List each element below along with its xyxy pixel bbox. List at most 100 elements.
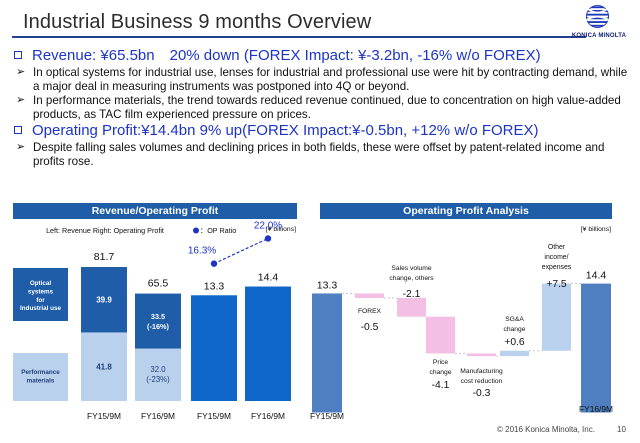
title-rule — [12, 36, 586, 38]
waterfall-step-value: -4.1 — [432, 380, 450, 391]
operating-profit-bar — [245, 286, 291, 401]
waterfall-end-bar — [581, 283, 611, 413]
waterfall-step-value: +0.6 — [504, 337, 525, 348]
op-ratio-label: 16.3% — [188, 246, 216, 257]
performance-materials-bar — [81, 332, 127, 401]
waterfall-step-label: Other income/expenses — [542, 244, 572, 271]
waterfall-step-bar — [500, 350, 529, 357]
optical-series-label: Optical systems for Industrial use — [20, 280, 61, 312]
right-chart-title: Operating Profit Analysis — [320, 203, 612, 219]
waterfall-end-category: FY16/9M — [579, 404, 613, 414]
revenue-headline: Revenue: ¥65.5bn 20% down (FOREX Impact:… — [13, 47, 630, 65]
optical-series-label-box — [13, 268, 68, 321]
operating-profit-headline: Operating Profit:¥14.4bn 9% up(FOREX Imp… — [13, 122, 630, 140]
performance-series-label-line: Performance — [21, 369, 60, 376]
waterfall-start-value: 13.3 — [317, 279, 338, 291]
square-bullet-icon — [14, 51, 22, 59]
globe-logo-icon — [585, 4, 610, 29]
waterfall-step-bar — [542, 283, 571, 351]
optical-systems-bar-label: 33.5 (-16%) — [147, 312, 169, 331]
optical-systems-bar — [81, 267, 127, 333]
footer-copyright: © 2016 Konica Minolta, Inc. — [497, 425, 595, 434]
revenue-total-label: 81.7 — [94, 251, 115, 263]
waterfall-step-bar — [426, 316, 455, 354]
left-chart-subtitle: Left: Revenue Right: Operating Profit — [46, 226, 164, 235]
performance-series-label-box — [13, 353, 68, 401]
op-ratio-legend-marker — [193, 227, 199, 234]
waterfall-step-label-line: expenses — [542, 264, 572, 271]
performance-materials-bar-label-line: 32.0 — [150, 365, 166, 374]
waterfall-step-bar — [467, 353, 496, 357]
waterfall-step-label-line: Other — [548, 244, 566, 251]
optical-series-label-line: Optical — [30, 280, 52, 287]
performance-materials-bar-label: 32.0 (-23%) — [146, 365, 170, 384]
page-number: 10 — [617, 425, 626, 434]
waterfall-step-value: -0.5 — [361, 322, 379, 333]
op-ratio-legend-label: ：OP Ratio — [200, 226, 236, 235]
waterfall-step-value: -2.1 — [403, 289, 421, 300]
operating-profit-category-label: FY16/9M — [251, 411, 285, 421]
waterfall-end-value: 14.4 — [586, 270, 607, 282]
optical-series-label-line: Industrial use — [20, 305, 61, 312]
operating-profit-bullet-1: ➢ Despite falling sales volumes and decl… — [13, 141, 630, 168]
revenue-category-label: FY16/9M — [141, 411, 175, 421]
summary: Revenue: ¥65.5bn 20% down (FOREX Impact:… — [13, 47, 630, 169]
revenue-bullet-1-text: In optical systems for industrial use, l… — [33, 66, 628, 93]
waterfall-step-value: -0.3 — [473, 388, 491, 399]
waterfall-step-label-line: Price — [433, 359, 449, 366]
op-ratio-label: 22.0% — [254, 220, 282, 231]
operating-profit-category-label: FY15/9M — [197, 411, 231, 421]
waterfall-step-label: Price change — [430, 359, 452, 376]
waterfall-step-label-line: income/ — [544, 254, 568, 261]
performance-materials-bar — [135, 348, 181, 401]
waterfall-start-bar — [312, 293, 342, 413]
performance-series-label: Performance materials — [21, 369, 60, 384]
performance-materials-bar-label: 41.8 — [96, 363, 112, 372]
arrow-right-icon: ➢ — [16, 94, 26, 106]
operating-profit-label: 13.3 — [204, 280, 225, 292]
waterfall-step-bar — [355, 293, 384, 298]
waterfall-step-label-line: change, others — [389, 275, 434, 282]
waterfall-step-label-line: SG&A — [505, 316, 524, 323]
arrow-right-icon: ➢ — [16, 141, 26, 153]
waterfall-step-label: Manufacturing cost reduction — [460, 368, 503, 385]
page-title: Industrial Business 9 months Overview — [23, 11, 372, 33]
konica-minolta-logo: KONICA MINOLTA — [565, 2, 633, 44]
revenue-total-label: 65.5 — [148, 278, 169, 290]
optical-systems-bar-label-line: (-16%) — [147, 322, 169, 331]
operating-profit-label: 14.4 — [258, 272, 279, 284]
operating-profit-headline-text: Operating Profit:¥14.4bn 9% up(FOREX Imp… — [32, 122, 539, 139]
revenue-category-label: FY15/9M — [87, 411, 121, 421]
optical-series-label-line: for — [36, 297, 45, 304]
waterfall-step-value: +7.5 — [546, 279, 567, 290]
waterfall-step-label: Sales volume change, others — [389, 265, 434, 282]
op-ratio-point — [264, 235, 272, 242]
op-ratio-line — [213, 237, 269, 265]
performance-materials-bar-label-line: (-23%) — [146, 375, 170, 384]
waterfall-step-label-line: Sales volume — [391, 265, 431, 272]
waterfall-step-label-line: change — [504, 326, 526, 333]
operating-profit-bar — [191, 295, 237, 401]
waterfall-step-label: FOREX — [358, 308, 382, 315]
waterfall-start-category: FY15/9M — [310, 411, 344, 421]
arrow-right-icon: ➢ — [16, 66, 26, 78]
waterfall-step-label-line: cost reduction — [461, 378, 503, 385]
right-unit-label: [¥ billions] — [581, 226, 611, 233]
revenue-bullet-1: ➢ In optical systems for industrial use,… — [13, 66, 630, 93]
waterfall-step-bar — [397, 297, 426, 317]
logo-text: KONICA MINOLTA — [571, 33, 627, 39]
revenue-bullet-2: ➢ In performance materials, the trend to… — [13, 94, 630, 121]
left-unit-label: [¥ billions] — [266, 226, 296, 233]
waterfall-step-label-line: change — [430, 369, 452, 376]
optical-systems-bar-label: 39.9 — [96, 296, 112, 305]
left-chart-title: Revenue/Operating Profit — [13, 203, 297, 219]
waterfall-step-label: SG&A change — [504, 316, 526, 333]
optical-systems-bar — [135, 293, 181, 349]
waterfall-step-label-line: Manufacturing — [460, 368, 503, 375]
performance-series-label-line: materials — [27, 377, 55, 384]
op-ratio-point — [210, 260, 218, 267]
revenue-bullet-2-text: In performance materials, the trend towa… — [33, 94, 621, 121]
optical-series-label-line: systems — [28, 288, 54, 295]
